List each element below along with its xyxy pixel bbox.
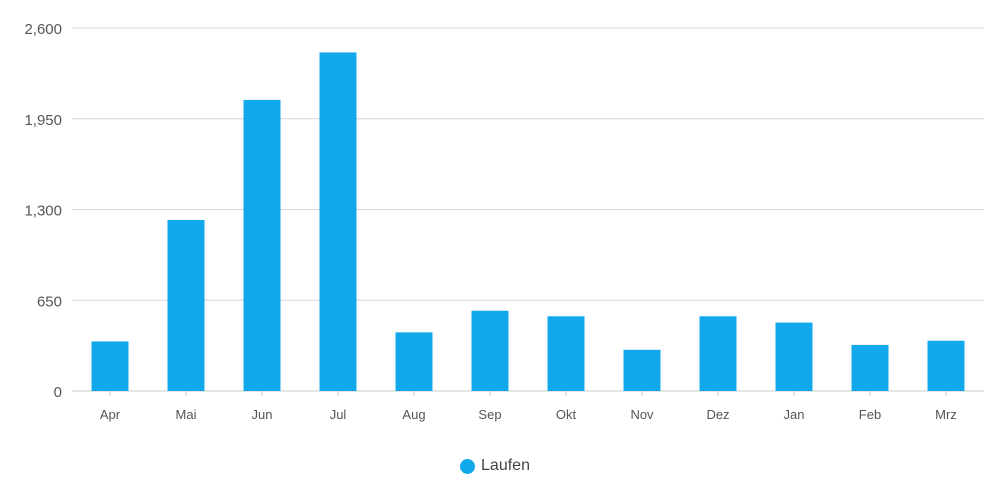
legend-item-laufen[interactable]: Laufen [460, 457, 530, 475]
legend-label: Laufen [481, 457, 530, 474]
y-tick-label: 2,600 [24, 21, 62, 38]
x-tick-label: Mrz [935, 407, 957, 422]
bar-jan[interactable] [775, 322, 813, 391]
x-tick-label: Jun [252, 407, 273, 422]
x-tick-label: Jul [330, 407, 347, 422]
bar-jul[interactable] [319, 52, 357, 392]
x-tick-label: Dez [706, 407, 729, 422]
bar-apr[interactable] [91, 341, 129, 391]
y-tick-label: 1,300 [24, 203, 62, 220]
bar-nov[interactable] [623, 349, 661, 391]
bar-jun[interactable] [243, 99, 281, 392]
x-tick-label: Jan [784, 407, 805, 422]
bar-okt[interactable] [547, 316, 585, 391]
bar-mai[interactable] [167, 219, 205, 391]
bar-sep[interactable] [471, 310, 509, 391]
x-tick-label: Mai [176, 407, 197, 422]
bar-aug[interactable] [395, 332, 433, 391]
y-tick-label: 1,950 [24, 112, 62, 129]
bar-feb[interactable] [851, 344, 889, 391]
legend: Laufen [0, 455, 990, 477]
x-axis: Apr Mai Jun Jul Aug Sep Okt Nov Dez Jan Feb Mrz [100, 391, 957, 422]
y-tick-label: 0 [54, 384, 62, 401]
bar-mrz[interactable] [927, 340, 965, 391]
y-tick-label: 650 [37, 293, 62, 310]
x-tick-label: Okt [556, 407, 577, 422]
bar-dez[interactable] [699, 316, 737, 391]
x-tick-label: Aug [402, 407, 425, 422]
x-tick-label: Sep [478, 407, 501, 422]
x-tick-label: Nov [630, 407, 654, 422]
grid-lines [72, 27, 984, 392]
x-tick-label: Apr [100, 407, 121, 422]
y-axis: 0 650 1,300 1,950 2,600 [24, 21, 62, 401]
x-tick-label: Feb [859, 407, 881, 422]
bars [91, 52, 965, 392]
legend-swatch-icon [460, 458, 476, 474]
